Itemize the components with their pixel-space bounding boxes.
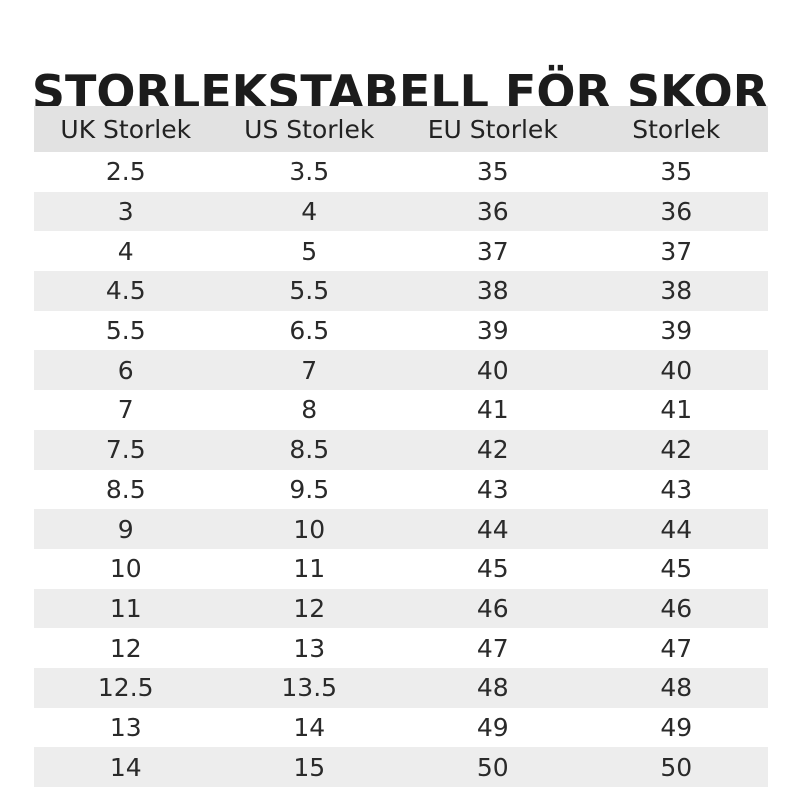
cell-us: 13.5 bbox=[217, 667, 401, 708]
column-header-us: US Storlek bbox=[217, 106, 401, 152]
cell-eu: 36 bbox=[401, 191, 585, 232]
cell-size: 45 bbox=[584, 548, 768, 589]
table-row: 10 11 45 45 bbox=[34, 548, 768, 589]
column-header-eu: EU Storlek bbox=[401, 106, 585, 152]
cell-size: 47 bbox=[584, 628, 768, 668]
cell-size: 50 bbox=[584, 747, 768, 787]
cell-size: 38 bbox=[584, 271, 768, 311]
table-row: 13 14 49 49 bbox=[34, 707, 768, 748]
table-row: 4.5 5.5 38 38 bbox=[34, 271, 768, 311]
cell-uk: 14 bbox=[34, 747, 218, 787]
column-header-uk: UK Storlek bbox=[34, 106, 218, 152]
cell-us: 14 bbox=[217, 707, 401, 748]
table-row: 5.5 6.5 39 39 bbox=[34, 310, 768, 351]
cell-eu: 46 bbox=[401, 588, 585, 629]
cell-us: 4 bbox=[217, 191, 401, 232]
cell-us: 13 bbox=[217, 628, 401, 668]
cell-uk: 5.5 bbox=[34, 310, 218, 351]
cell-eu: 40 bbox=[401, 350, 585, 391]
cell-us: 5.5 bbox=[217, 271, 401, 311]
table-row: 7 8 41 41 bbox=[34, 390, 768, 430]
table-body: 2.5 3.5 35 35 3 4 36 36 4 5 37 37 4.5 5.5 38 38 5.5 6.5 39… bbox=[34, 152, 768, 787]
cell-uk: 4 bbox=[34, 231, 218, 272]
cell-uk: 2.5 bbox=[34, 152, 218, 192]
cell-uk: 11 bbox=[34, 588, 218, 629]
cell-uk: 3 bbox=[34, 191, 218, 232]
cell-uk: 13 bbox=[34, 707, 218, 748]
cell-eu: 41 bbox=[401, 390, 585, 430]
cell-us: 8 bbox=[217, 390, 401, 430]
cell-size: 40 bbox=[584, 350, 768, 391]
cell-size: 44 bbox=[584, 509, 768, 549]
cell-eu: 39 bbox=[401, 310, 585, 351]
cell-size: 37 bbox=[584, 231, 768, 272]
table-row: 11 12 46 46 bbox=[34, 588, 768, 629]
cell-us: 6.5 bbox=[217, 310, 401, 351]
cell-eu: 44 bbox=[401, 509, 585, 549]
cell-us: 12 bbox=[217, 588, 401, 629]
table-row: 14 15 50 50 bbox=[34, 747, 768, 787]
table-row: 6 7 40 40 bbox=[34, 350, 768, 391]
cell-us: 11 bbox=[217, 548, 401, 589]
cell-us: 5 bbox=[217, 231, 401, 272]
cell-us: 9.5 bbox=[217, 469, 401, 510]
cell-eu: 37 bbox=[401, 231, 585, 272]
cell-eu: 49 bbox=[401, 707, 585, 748]
cell-uk: 7.5 bbox=[34, 429, 218, 470]
table-row: 12 13 47 47 bbox=[34, 628, 768, 668]
cell-uk: 9 bbox=[34, 509, 218, 549]
table-row: 12.5 13.5 48 48 bbox=[34, 667, 768, 708]
cell-size: 41 bbox=[584, 390, 768, 430]
cell-uk: 10 bbox=[34, 548, 218, 589]
cell-size: 35 bbox=[584, 152, 768, 192]
cell-size: 42 bbox=[584, 429, 768, 470]
cell-uk: 12 bbox=[34, 628, 218, 668]
cell-size: 48 bbox=[584, 667, 768, 708]
table-row: 8.5 9.5 43 43 bbox=[34, 469, 768, 510]
cell-uk: 6 bbox=[34, 350, 218, 391]
cell-uk: 4.5 bbox=[34, 271, 218, 311]
cell-eu: 45 bbox=[401, 548, 585, 589]
table-row: 7.5 8.5 42 42 bbox=[34, 429, 768, 470]
cell-us: 10 bbox=[217, 509, 401, 549]
cell-uk: 8.5 bbox=[34, 469, 218, 510]
cell-eu: 50 bbox=[401, 747, 585, 787]
cell-us: 15 bbox=[217, 747, 401, 787]
header-row: UK Storlek US Storlek EU Storlek Storlek bbox=[34, 106, 768, 152]
cell-size: 46 bbox=[584, 588, 768, 629]
cell-size: 39 bbox=[584, 310, 768, 351]
cell-uk: 12.5 bbox=[34, 667, 218, 708]
cell-eu: 38 bbox=[401, 271, 585, 311]
table-row: 4 5 37 37 bbox=[34, 231, 768, 272]
cell-eu: 35 bbox=[401, 152, 585, 192]
cell-us: 3.5 bbox=[217, 152, 401, 192]
cell-size: 49 bbox=[584, 707, 768, 748]
cell-eu: 42 bbox=[401, 429, 585, 470]
table-row: 3 4 36 36 bbox=[34, 191, 768, 232]
cell-size: 43 bbox=[584, 469, 768, 510]
cell-us: 8.5 bbox=[217, 429, 401, 470]
cell-eu: 47 bbox=[401, 628, 585, 668]
column-header-size: Storlek bbox=[584, 106, 768, 152]
cell-eu: 43 bbox=[401, 469, 585, 510]
table-row: 9 10 44 44 bbox=[34, 509, 768, 549]
table-row: 2.5 3.5 35 35 bbox=[34, 152, 768, 192]
table-header: UK Storlek US Storlek EU Storlek Storlek bbox=[34, 106, 768, 152]
size-table: UK Storlek US Storlek EU Storlek Storlek… bbox=[34, 106, 768, 787]
cell-uk: 7 bbox=[34, 390, 218, 430]
cell-eu: 48 bbox=[401, 667, 585, 708]
cell-size: 36 bbox=[584, 191, 768, 232]
cell-us: 7 bbox=[217, 350, 401, 391]
